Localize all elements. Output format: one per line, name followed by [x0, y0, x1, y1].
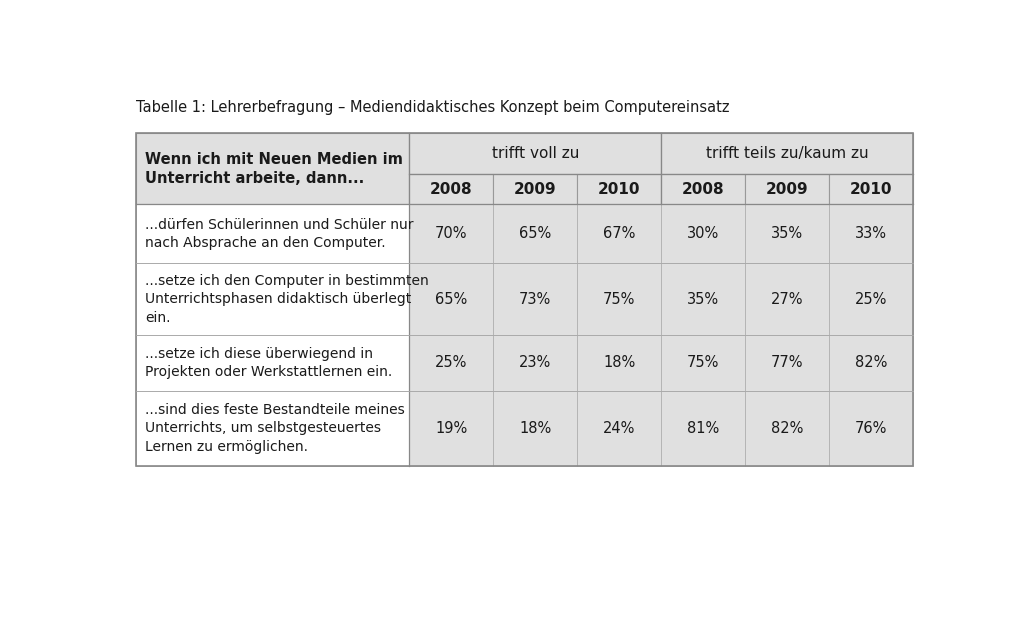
Text: 65%: 65%	[519, 227, 551, 242]
Bar	[493, 175, 577, 205]
Bar	[493, 391, 577, 465]
Text: 77%: 77%	[770, 355, 803, 371]
Bar	[661, 335, 745, 391]
Text: 75%: 75%	[686, 355, 719, 371]
Bar	[745, 205, 829, 264]
Bar	[577, 175, 661, 205]
Bar	[661, 264, 745, 335]
Text: 67%: 67%	[603, 227, 635, 242]
Text: 35%: 35%	[686, 292, 719, 306]
Bar	[577, 335, 661, 391]
Text: 75%: 75%	[603, 292, 635, 306]
Bar	[493, 335, 577, 391]
Bar	[829, 264, 913, 335]
Bar	[409, 133, 661, 175]
Text: 81%: 81%	[686, 421, 719, 436]
Text: trifft teils zu/kaum zu: trifft teils zu/kaum zu	[706, 146, 869, 161]
Text: 82%: 82%	[770, 421, 803, 436]
Text: 2010: 2010	[849, 182, 892, 197]
Bar	[829, 335, 913, 391]
Bar	[745, 175, 829, 205]
Bar	[409, 391, 493, 465]
Text: ...setze ich diese überwiegend in
Projekten oder Werkstattlernen ein.: ...setze ich diese überwiegend in Projek…	[145, 347, 393, 379]
Text: 76%: 76%	[854, 421, 887, 436]
Text: 25%: 25%	[435, 355, 468, 371]
Text: 18%: 18%	[519, 421, 551, 436]
Bar	[577, 264, 661, 335]
Bar	[577, 391, 661, 465]
Bar	[493, 205, 577, 264]
Text: 2008: 2008	[681, 182, 724, 197]
Bar	[745, 264, 829, 335]
Bar	[829, 205, 913, 264]
Text: 19%: 19%	[435, 421, 468, 436]
Bar	[661, 175, 745, 205]
Bar	[409, 175, 493, 205]
Text: 27%: 27%	[770, 292, 803, 306]
Bar	[661, 205, 745, 264]
Bar	[409, 335, 493, 391]
Bar	[136, 133, 409, 205]
Bar	[136, 264, 409, 335]
Text: Tabelle 1: Lehrerbefragung – Mediendidaktisches Konzept beim Computereinsatz: Tabelle 1: Lehrerbefragung – Mediendidak…	[136, 99, 729, 114]
Bar	[745, 335, 829, 391]
Text: 25%: 25%	[854, 292, 887, 306]
Bar	[661, 391, 745, 465]
Text: 24%: 24%	[603, 421, 635, 436]
Text: 2010: 2010	[597, 182, 640, 197]
Text: 70%: 70%	[435, 227, 468, 242]
Bar	[136, 133, 913, 465]
Bar	[136, 335, 409, 391]
Text: 33%: 33%	[855, 227, 887, 242]
Bar	[829, 175, 913, 205]
Text: 2008: 2008	[430, 182, 473, 197]
Text: 18%: 18%	[603, 355, 635, 371]
Bar	[493, 264, 577, 335]
Bar	[829, 391, 913, 465]
Text: 30%: 30%	[686, 227, 719, 242]
Text: ...setze ich den Computer in bestimmten
Unterrichtsphasen didaktisch überlegt
ei: ...setze ich den Computer in bestimmten …	[145, 274, 429, 325]
Text: 65%: 65%	[435, 292, 468, 306]
Bar	[745, 391, 829, 465]
Text: 35%: 35%	[771, 227, 803, 242]
Text: 2009: 2009	[514, 182, 557, 197]
Text: trifft voll zu: trifft voll zu	[491, 146, 579, 161]
Bar	[409, 264, 493, 335]
Text: 73%: 73%	[519, 292, 551, 306]
Text: 2009: 2009	[765, 182, 808, 197]
Text: ...dürfen Schülerinnen und Schüler nur
nach Absprache an den Computer.: ...dürfen Schülerinnen und Schüler nur n…	[145, 218, 414, 250]
Text: ...sind dies feste Bestandteile meines
Unterrichts, um selbstgesteuertes
Lernen : ...sind dies feste Bestandteile meines U…	[145, 403, 405, 453]
Text: 23%: 23%	[519, 355, 551, 371]
Bar	[409, 205, 493, 264]
Bar	[136, 391, 409, 465]
Bar	[577, 205, 661, 264]
Text: Wenn ich mit Neuen Medien im
Unterricht arbeite, dann...: Wenn ich mit Neuen Medien im Unterricht …	[145, 151, 403, 187]
Bar	[136, 205, 409, 264]
Text: 82%: 82%	[854, 355, 887, 371]
Bar	[661, 133, 913, 175]
